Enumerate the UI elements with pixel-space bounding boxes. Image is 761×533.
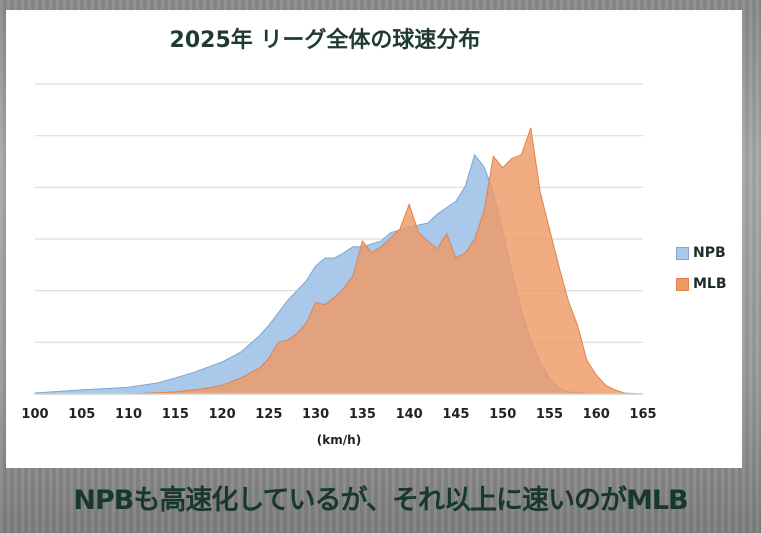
legend-label-npb: NPB bbox=[693, 245, 726, 261]
x-tick-label: 100 bbox=[21, 407, 48, 422]
x-tick-label: 155 bbox=[536, 407, 563, 422]
x-tick-label: 105 bbox=[68, 407, 95, 422]
x-tick-label: 120 bbox=[209, 407, 236, 422]
x-tick-label: 115 bbox=[162, 407, 189, 422]
legend-swatch-npb bbox=[676, 246, 689, 260]
caption: NPBも高速化しているが、それ以上に速いのがMLB bbox=[73, 485, 688, 516]
x-tick-label: 140 bbox=[396, 407, 423, 422]
x-tick-label: 125 bbox=[255, 407, 282, 422]
x-tick-label: 145 bbox=[442, 407, 469, 422]
x-axis-label: (km/h) bbox=[317, 433, 361, 447]
legend-item-npb: NPB bbox=[676, 245, 726, 261]
chart-title: 2025年 リーグ全体の球速分布 bbox=[169, 28, 481, 53]
x-tick-label: 150 bbox=[489, 407, 516, 422]
x-tick-label: 130 bbox=[302, 407, 329, 422]
area-mlb bbox=[35, 127, 644, 395]
x-tick-label: 165 bbox=[629, 407, 656, 422]
x-tick-label: 160 bbox=[583, 407, 610, 422]
x-tick-label: 135 bbox=[349, 407, 376, 422]
legend-item-mlb: MLB bbox=[676, 276, 727, 292]
legend-label-mlb: MLB bbox=[693, 276, 727, 292]
legend-swatch-mlb bbox=[676, 277, 689, 291]
x-tick-label: 110 bbox=[115, 407, 142, 422]
